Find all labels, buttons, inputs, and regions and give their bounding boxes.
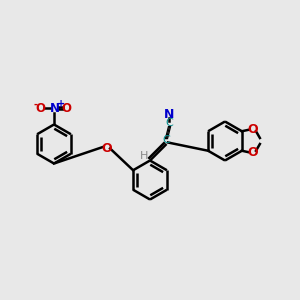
Text: C: C — [165, 118, 173, 128]
Text: O: O — [247, 146, 258, 159]
Text: -: - — [33, 99, 37, 110]
Text: C: C — [163, 135, 170, 146]
Text: H: H — [140, 151, 148, 161]
Text: O: O — [61, 101, 72, 115]
Text: +: + — [56, 99, 65, 110]
Text: O: O — [247, 123, 258, 136]
Text: O: O — [35, 101, 46, 115]
Text: N: N — [50, 101, 60, 115]
Text: N: N — [164, 108, 175, 121]
Text: O: O — [101, 142, 112, 155]
